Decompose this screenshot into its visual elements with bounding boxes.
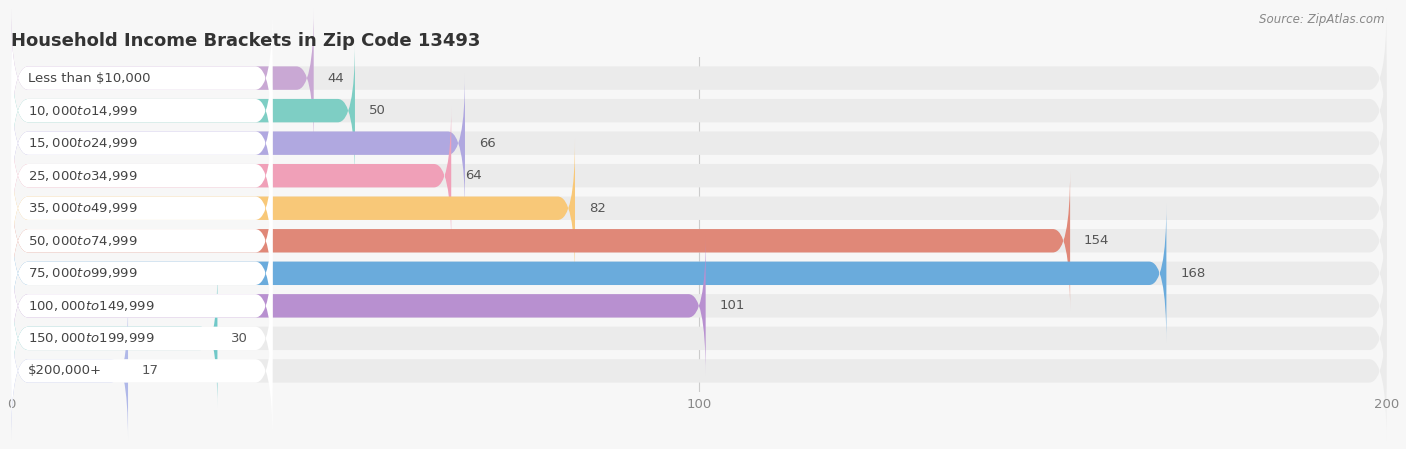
Text: Less than $10,000: Less than $10,000 (28, 71, 150, 84)
FancyBboxPatch shape (11, 41, 354, 180)
FancyBboxPatch shape (11, 41, 1386, 180)
FancyBboxPatch shape (11, 269, 218, 408)
FancyBboxPatch shape (11, 269, 273, 408)
Text: $100,000 to $149,999: $100,000 to $149,999 (28, 299, 155, 313)
FancyBboxPatch shape (11, 139, 1386, 278)
FancyBboxPatch shape (11, 269, 1386, 408)
FancyBboxPatch shape (11, 204, 1167, 343)
FancyBboxPatch shape (11, 41, 273, 180)
FancyBboxPatch shape (11, 236, 706, 375)
FancyBboxPatch shape (11, 204, 273, 343)
FancyBboxPatch shape (11, 236, 273, 375)
Text: $75,000 to $99,999: $75,000 to $99,999 (28, 266, 138, 280)
Text: 168: 168 (1180, 267, 1205, 280)
Text: $35,000 to $49,999: $35,000 to $49,999 (28, 201, 138, 215)
Text: $10,000 to $14,999: $10,000 to $14,999 (28, 104, 138, 118)
Text: 17: 17 (142, 365, 159, 378)
Text: 154: 154 (1084, 234, 1109, 247)
FancyBboxPatch shape (11, 74, 1386, 213)
Text: 30: 30 (231, 332, 247, 345)
Text: $50,000 to $74,999: $50,000 to $74,999 (28, 234, 138, 248)
FancyBboxPatch shape (11, 301, 273, 440)
FancyBboxPatch shape (11, 106, 451, 245)
FancyBboxPatch shape (11, 139, 575, 278)
FancyBboxPatch shape (11, 204, 1386, 343)
FancyBboxPatch shape (11, 171, 1386, 310)
Text: 82: 82 (589, 202, 606, 215)
Text: Household Income Brackets in Zip Code 13493: Household Income Brackets in Zip Code 13… (11, 32, 481, 50)
FancyBboxPatch shape (11, 74, 273, 213)
FancyBboxPatch shape (11, 301, 128, 440)
FancyBboxPatch shape (11, 9, 1386, 148)
Text: 64: 64 (465, 169, 482, 182)
Text: $200,000+: $200,000+ (28, 365, 103, 378)
Text: $25,000 to $34,999: $25,000 to $34,999 (28, 169, 138, 183)
FancyBboxPatch shape (11, 106, 273, 245)
FancyBboxPatch shape (11, 9, 314, 148)
Text: 66: 66 (478, 136, 495, 150)
FancyBboxPatch shape (11, 301, 1386, 440)
Text: 44: 44 (328, 71, 344, 84)
Text: 50: 50 (368, 104, 385, 117)
FancyBboxPatch shape (11, 171, 273, 310)
FancyBboxPatch shape (11, 74, 465, 213)
FancyBboxPatch shape (11, 236, 1386, 375)
FancyBboxPatch shape (11, 139, 273, 278)
Text: Source: ZipAtlas.com: Source: ZipAtlas.com (1260, 13, 1385, 26)
FancyBboxPatch shape (11, 171, 1070, 310)
Text: $15,000 to $24,999: $15,000 to $24,999 (28, 136, 138, 150)
Text: 101: 101 (720, 299, 745, 313)
Text: $150,000 to $199,999: $150,000 to $199,999 (28, 331, 155, 345)
FancyBboxPatch shape (11, 106, 1386, 245)
FancyBboxPatch shape (11, 9, 273, 148)
